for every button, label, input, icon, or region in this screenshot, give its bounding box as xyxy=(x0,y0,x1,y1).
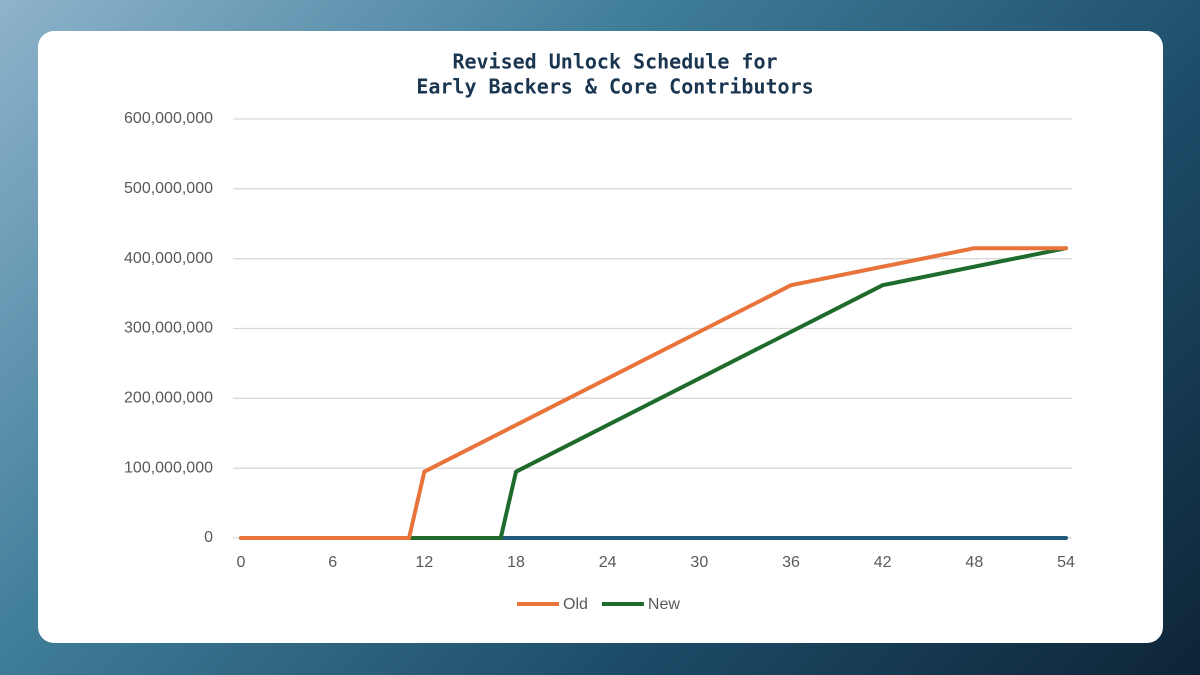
x-tick-label: 18 xyxy=(507,554,525,571)
x-tick-label: 12 xyxy=(415,554,433,571)
card xyxy=(38,31,1163,643)
x-tick-label: 42 xyxy=(874,554,892,571)
y-tick-label: 200,000,000 xyxy=(124,390,213,407)
line-series xyxy=(239,246,1068,540)
x-tick-label: 48 xyxy=(965,554,983,571)
y-tick-label: 500,000,000 xyxy=(124,180,213,197)
y-tick-label: 600,000,000 xyxy=(124,110,213,127)
x-tick-label: 54 xyxy=(1057,554,1075,571)
x-tick-label: 6 xyxy=(328,554,337,571)
legend-label: Old xyxy=(563,596,588,613)
y-tick-label: 400,000,000 xyxy=(124,250,213,267)
x-tick-label: 30 xyxy=(690,554,708,571)
legend-label: New xyxy=(648,596,680,613)
x-tick-label: 36 xyxy=(782,554,800,571)
chart-title: Early Backers & Core Contributors xyxy=(416,75,813,99)
y-tick-label: 100,000,000 xyxy=(124,459,213,476)
chart-title: Revised Unlock Schedule for xyxy=(452,50,777,74)
x-tick-label: 0 xyxy=(237,554,246,571)
line-series xyxy=(239,246,1068,540)
y-tick-label: 300,000,000 xyxy=(124,320,213,337)
x-tick-label: 24 xyxy=(599,554,617,571)
y-tick-label: 0 xyxy=(204,529,213,546)
